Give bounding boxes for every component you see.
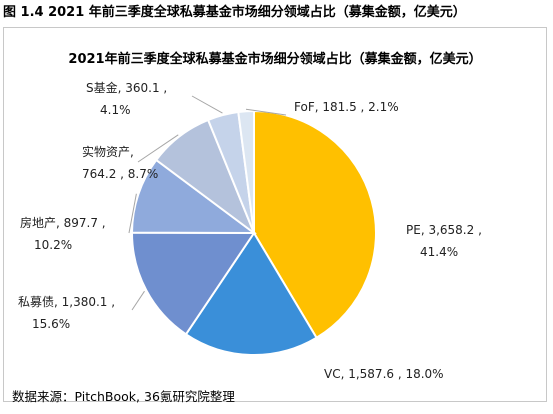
pie-slice-fof [237,109,255,234]
data-label-real-estate: 房地产, 897.7 , 10.2% [20,215,106,252]
figure-caption: 图 1.4 2021 年前三季度全球私募基金市场细分领域占比（募集金额，亿美元） [3,5,466,20]
chart-frame: 2021年前三季度全球私募基金市场细分领域占比（募集金额，亿美元） PE, 3,… [3,27,547,404]
data-label-real-assets: 实物资产, 764.2 , 8.7% [82,144,158,181]
leader-line-private-debt [131,290,145,311]
data-label-vc: VC, 1,587.6 , 18.0% [324,367,444,381]
pie-slice-private-debt [130,231,256,336]
pie-slice-pe [253,109,377,340]
source-note: 数据来源：PitchBook, 36氪研究院整理 [12,389,235,404]
leader-line-s-fund [191,95,223,114]
leader-line-real-estate [128,193,137,234]
pie-chart: PE, 3,658.2 , 41.4% VC, 1,587.6 , 18.0% 私募债… [18,80,482,381]
leader-line-fof [245,108,287,116]
pie-slice-vc [184,231,318,356]
chart-title: 2021年前三季度全球私募基金市场细分领域占比（募集金额，亿美元） [68,52,482,67]
data-label-pe: PE, 3,658.2 , 41.4% [406,223,482,259]
pie-slice-real-estate [130,158,258,235]
leader-line-real-assets [137,134,179,163]
data-label-s-fund: S基金, 360.1 , 4.1% [86,80,167,117]
data-label-fof: FoF, 181.5 , 2.1% [294,100,399,114]
data-label-private-debt: 私募债, 1,380.1 , 15.6% [18,295,115,331]
